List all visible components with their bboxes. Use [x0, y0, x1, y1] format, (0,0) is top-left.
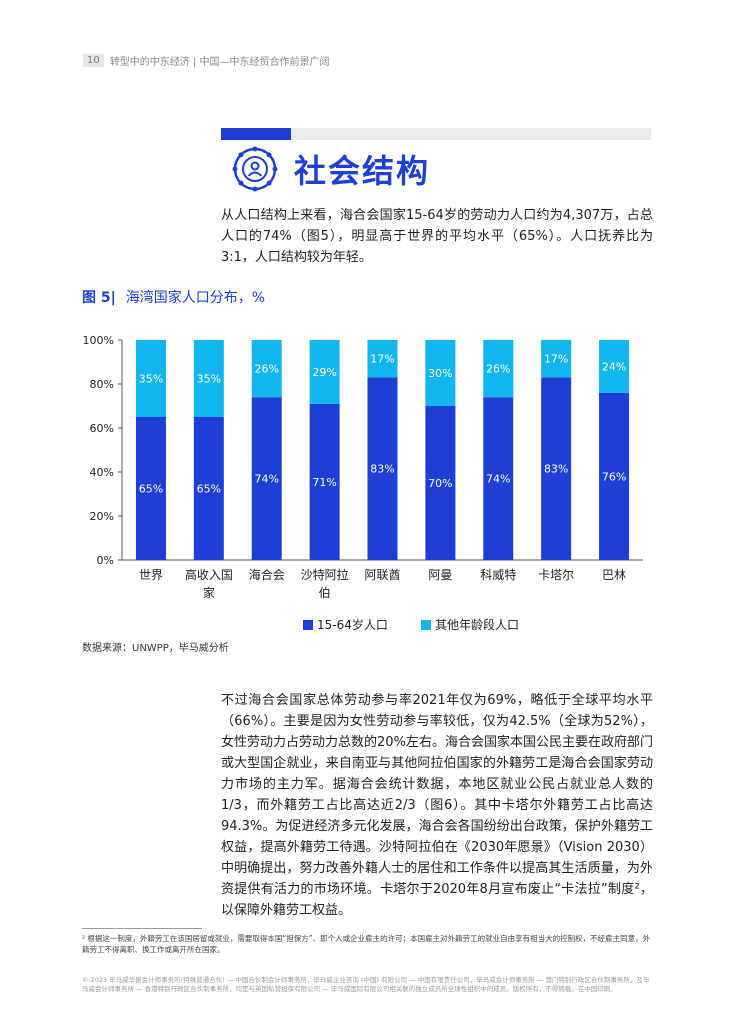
y-tick-label: 100% — [83, 334, 114, 347]
bar-other-age — [483, 340, 514, 398]
data-label: 74% — [486, 473, 510, 486]
y-tick-label: 80% — [90, 378, 114, 391]
data-label: 17% — [370, 353, 394, 366]
data-label: 76% — [602, 470, 626, 483]
bar-other-age — [135, 340, 166, 417]
data-label: 24% — [602, 360, 626, 373]
x-tick-label: 巴林 — [602, 568, 626, 582]
x-tick-label: 阿联酋 — [364, 567, 400, 582]
legend-swatch-other-age — [421, 620, 431, 630]
y-tick-label: 40% — [90, 466, 114, 479]
bar-working-age — [483, 397, 514, 560]
data-label: 35% — [197, 373, 221, 386]
bar-other-age — [599, 340, 630, 393]
y-tick-label: 20% — [90, 510, 114, 523]
running-header: 10 转型中的中东经济 | 中国—中东经贸合作前景广阔 — [83, 52, 329, 68]
bar-other-age — [309, 340, 340, 404]
bar-other-age — [251, 340, 282, 398]
person-network-icon — [232, 146, 278, 192]
bar-working-age — [599, 392, 630, 560]
data-label: 26% — [486, 363, 510, 376]
bar-other-age — [367, 340, 398, 378]
x-tick-label: 阿曼 — [428, 568, 452, 582]
x-tick-label: 伯 — [319, 585, 331, 600]
section-divider-bar — [291, 128, 651, 140]
data-label: 35% — [139, 373, 163, 386]
data-label: 70% — [428, 477, 452, 490]
data-label: 65% — [139, 483, 163, 496]
section-title: 社会结构 — [294, 152, 431, 190]
figure-source: 数据来源：UNWPP，毕马威分析 — [82, 643, 229, 654]
section-accent-bar — [221, 128, 291, 140]
legend-swatch-working-age — [303, 620, 313, 630]
data-label: 26% — [254, 363, 278, 376]
page-number: 10 — [83, 53, 104, 67]
footnote: ² 根据这一制度，外籍劳工在该国居留或就业，需要取得本国“担保方”、即个人或企业… — [82, 934, 651, 954]
x-tick-label: 海合会 — [249, 567, 285, 582]
data-label: 74% — [254, 473, 278, 486]
bar-working-age — [193, 417, 224, 560]
legend-label: 其他年龄段人口 — [435, 617, 519, 632]
bar-working-age — [541, 377, 572, 560]
data-label: 65% — [197, 483, 221, 496]
x-tick-label: 家 — [203, 585, 215, 600]
x-tick-label: 世界 — [139, 568, 163, 582]
data-label: 17% — [544, 353, 568, 366]
intro-paragraph: 从人口结构上来看，海合会国家15-64岁的劳动力人口约为4,307万，占总人口的… — [221, 208, 653, 265]
data-label: 83% — [370, 463, 394, 476]
bar-other-age — [541, 340, 572, 378]
x-tick-label: 沙特阿拉 — [301, 567, 349, 582]
figure-title: 海湾国家人口分布，% — [125, 290, 266, 306]
x-tick-label: 科威特 — [480, 567, 516, 582]
bar-working-age — [135, 417, 166, 560]
x-tick-label: 高收入国 — [185, 567, 233, 582]
bar-working-age — [367, 377, 398, 560]
data-label: 30% — [428, 367, 452, 380]
figure-label: 图 5| — [82, 290, 116, 306]
data-label: 29% — [312, 366, 336, 379]
data-label: 83% — [544, 463, 568, 476]
footnote-rule — [82, 928, 202, 929]
bar-working-age — [425, 406, 456, 560]
figure-caption: 图 5| 海湾国家人口分布，% — [82, 287, 265, 307]
y-tick-label: 60% — [90, 422, 114, 435]
data-label: 71% — [312, 476, 336, 489]
bar-other-age — [193, 340, 224, 417]
legend-label: 15-64岁人口 — [317, 617, 388, 632]
x-tick-label: 卡塔尔 — [538, 567, 574, 582]
legal-notice: © 2023 毕马威华振会计师事务所(特殊普通合伙) — 中国合伙制会计师事务所… — [82, 976, 650, 993]
y-tick-label: 0% — [97, 554, 114, 567]
running-title: 转型中的中东经济 | 中国—中东经贸合作前景广阔 — [109, 56, 330, 68]
bar-working-age — [309, 403, 340, 560]
body-paragraph: 不过海合会国家总体劳动参与率2021年仅为69%，略低于全球平均水平（66%）。… — [221, 693, 653, 918]
bar-other-age — [425, 340, 456, 406]
bar-working-age — [251, 397, 282, 560]
